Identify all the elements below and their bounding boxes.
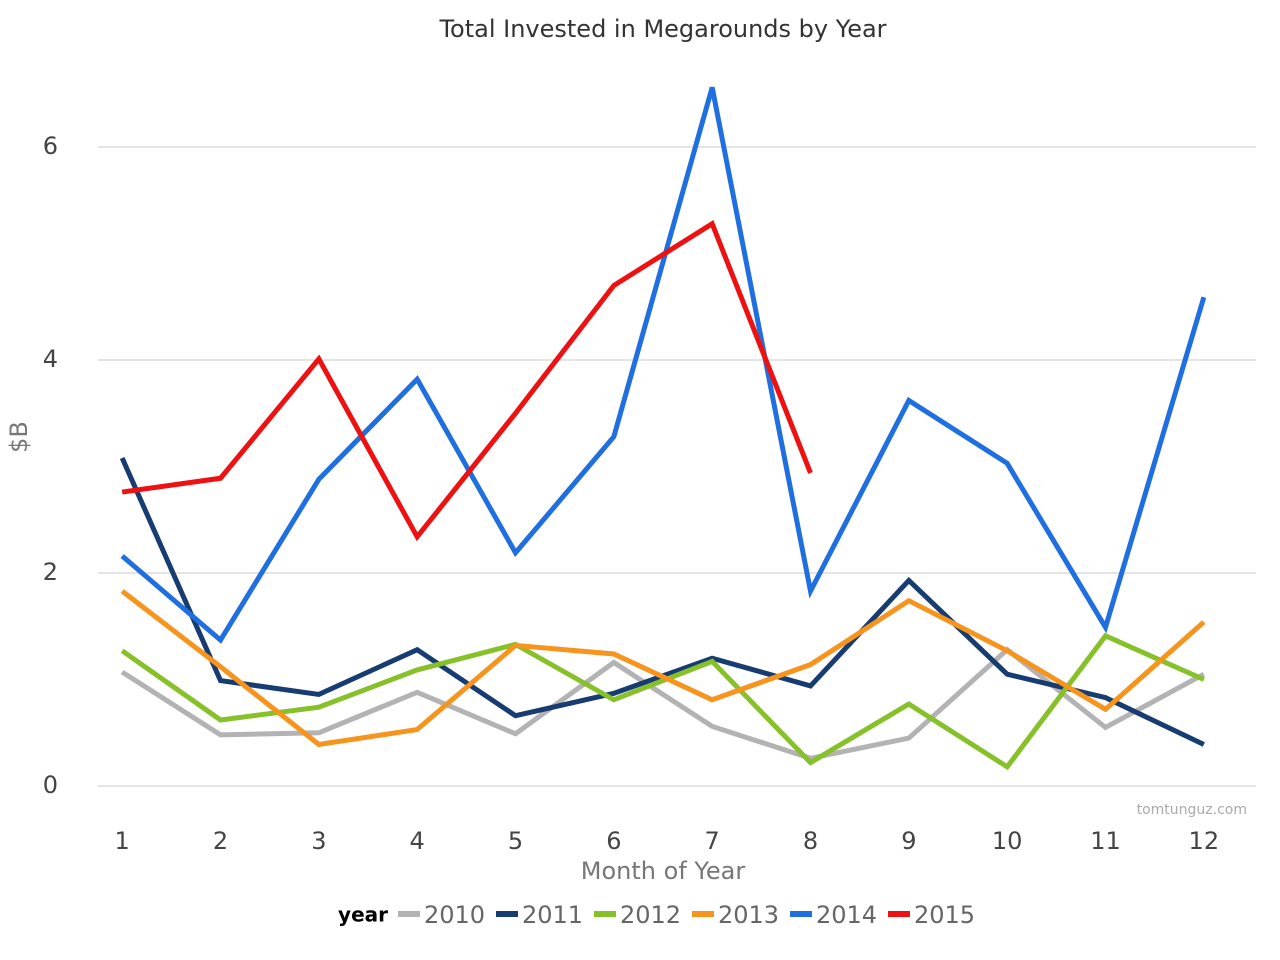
watermark: tomtunguz.com (1137, 802, 1247, 818)
chart-title: Total Invested in Megarounds by Year (438, 15, 886, 43)
legend-label: 2011 (522, 901, 583, 929)
legend-title: year (338, 903, 388, 927)
x-tick-label: 7 (705, 827, 720, 855)
y-tick-label: 0 (43, 771, 58, 799)
legend-label: 2010 (424, 901, 485, 929)
x-tick-label: 12 (1189, 827, 1220, 855)
x-tick-label: 9 (901, 827, 916, 855)
legend-label: 2013 (718, 901, 779, 929)
legend-label: 2015 (914, 901, 975, 929)
x-tick-label: 6 (606, 827, 621, 855)
x-tick-label: 5 (508, 827, 523, 855)
series-line (120, 646, 1206, 761)
legend-label: 2014 (816, 901, 877, 929)
y-tick-label: 6 (43, 132, 58, 160)
series-line (120, 86, 1207, 644)
series-line (121, 220, 813, 542)
x-tick-label: 1 (115, 827, 130, 855)
series-line (120, 632, 1205, 771)
x-tick-label: 10 (992, 827, 1023, 855)
x-axis-label: Month of Year (581, 857, 746, 885)
x-tick-label: 3 (311, 827, 326, 855)
x-tick-label: 4 (410, 827, 425, 855)
legend-label: 2012 (620, 901, 681, 929)
series-line (119, 456, 1205, 747)
x-tick-label: 11 (1090, 827, 1121, 855)
y-axis-label: $B (5, 421, 33, 453)
series-line (120, 589, 1206, 748)
x-tick-label: 8 (803, 827, 818, 855)
y-tick-label: 4 (43, 345, 58, 373)
x-tick-label: 2 (213, 827, 228, 855)
y-tick-label: 2 (43, 558, 58, 586)
